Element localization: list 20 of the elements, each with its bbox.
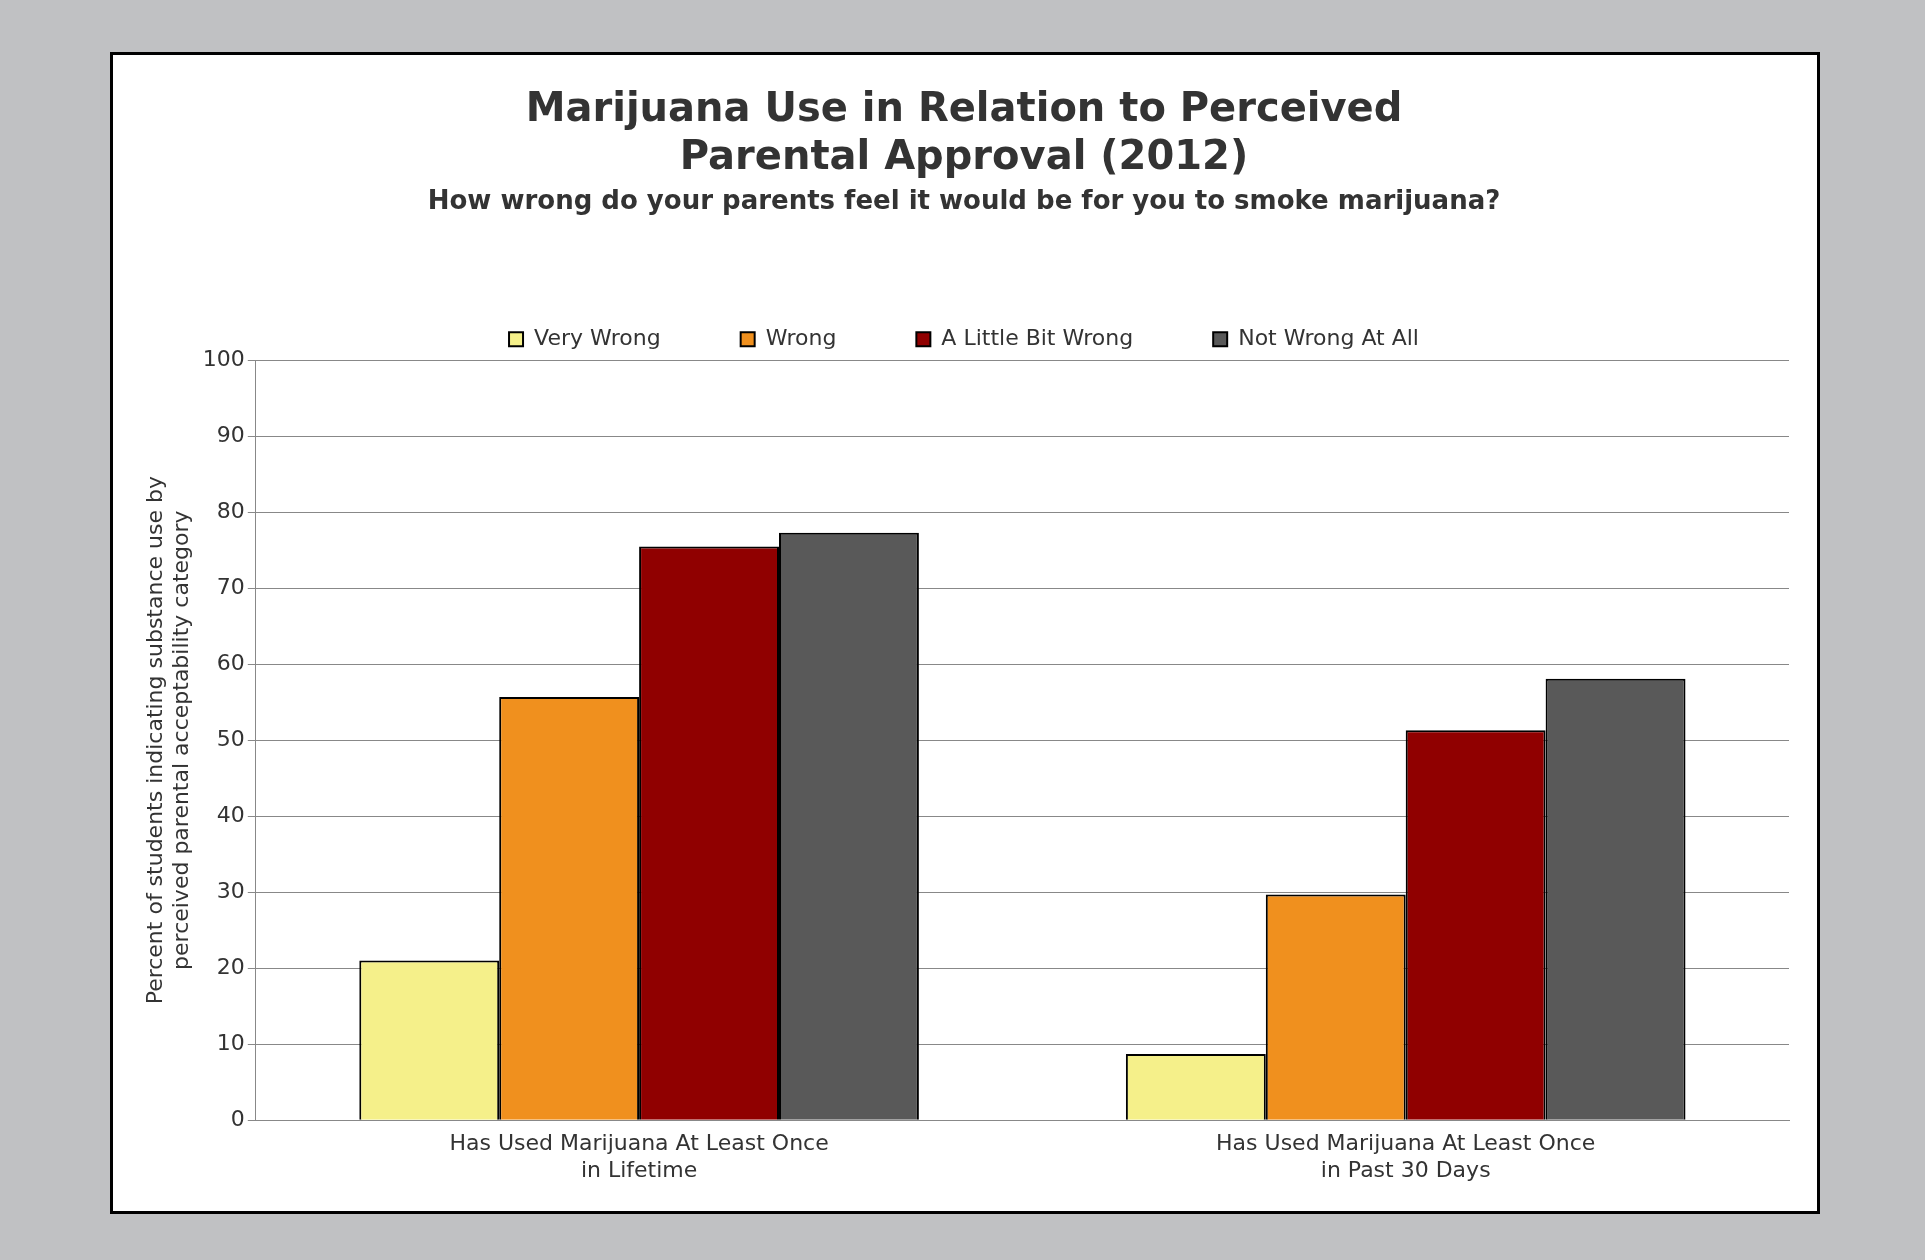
y-tick-label: 90	[216, 421, 245, 447]
legend-label: A Little Bit Wrong	[941, 324, 1134, 350]
legend-label: Wrong	[765, 324, 837, 350]
y-tick-label: 10	[216, 1029, 245, 1055]
y-tick-label: 80	[216, 497, 245, 523]
x-tick-label: Has Used Marijuana At Least Once in Lifetime	[449, 1130, 829, 1182]
y-tick-label: 0	[230, 1105, 245, 1131]
x-tick-label: Has Used Marijuana At Least Once in Past 30 Days	[1216, 1130, 1596, 1182]
y-tick-label: 20	[216, 953, 245, 979]
y-tick-label: 50	[216, 725, 245, 751]
y-tick-label: 100	[202, 345, 245, 371]
y-tick-label: 60	[216, 649, 245, 675]
chart-title: Marijuana Use in Relation to Perceived Parental Approval (2012)	[525, 84, 1403, 179]
y-tick-label: 40	[216, 801, 245, 827]
legend-label: Very Wrong	[534, 324, 661, 350]
chart-subtitle: How wrong do your parents feel it would be for you to smoke marijuana?	[427, 185, 1501, 216]
legend-label: Not Wrong At All	[1238, 324, 1419, 350]
y-axis-title: Percent of students indicating substance use by perceived parental acceptability category	[141, 476, 194, 1005]
y-tick-label: 30	[216, 877, 245, 903]
y-tick-label: 70	[216, 573, 245, 599]
